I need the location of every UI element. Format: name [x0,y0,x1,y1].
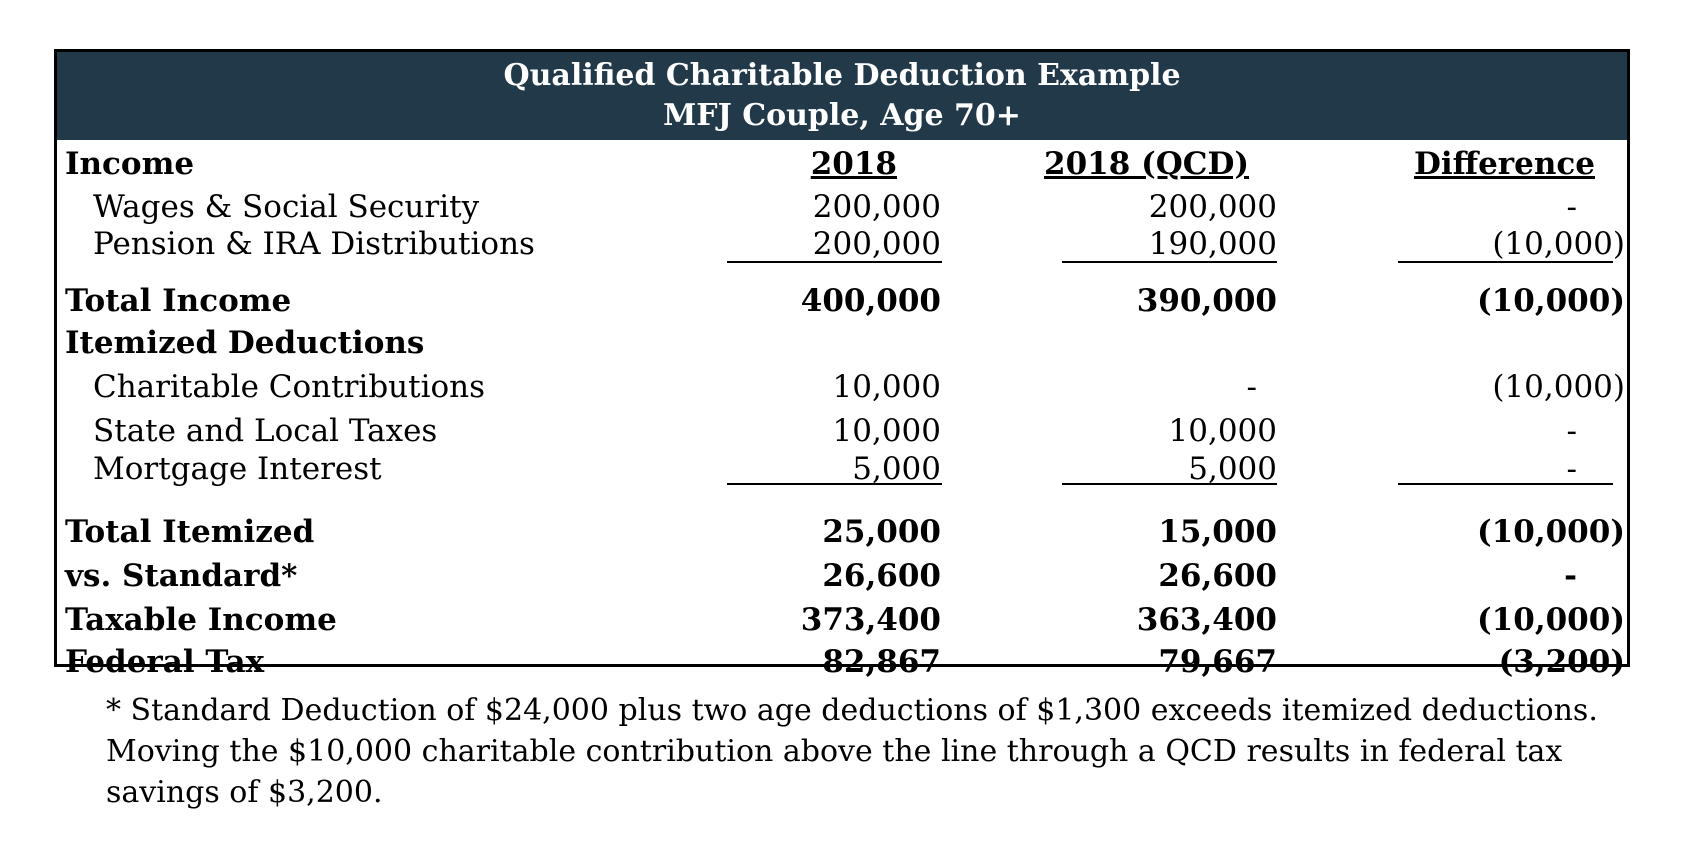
row-label: Total Itemized [65,514,315,550]
row-label: Taxable Income [65,602,337,638]
table-row: Federal Tax 82,867 79,667 (3,200) [57,642,1627,682]
subtotal-rule [1398,261,1613,263]
value-difference: - [1566,189,1577,225]
value-2018-qcd: 190,000 [1148,226,1277,262]
row-label: Wages & Social Security [93,189,480,225]
subtotal-rule [1062,261,1277,263]
value-2018: 10,000 [832,369,941,405]
value-2018-qcd: 10,000 [1168,413,1277,449]
value-difference: (10,000) [1492,369,1625,405]
table-row: Total Itemized 25,000 15,000 (10,000) [57,512,1627,552]
subtotal-rule [1062,483,1277,485]
income-heading: Income [65,146,195,182]
table-row: State and Local Taxes 10,000 10,000 - [57,411,1627,451]
value-difference: - [1566,451,1577,487]
value-2018: 5,000 [852,451,941,487]
value-2018: 400,000 [800,283,941,319]
table-row: Pension & IRA Distributions 200,000 190,00… [57,224,1627,264]
row-label: Federal Tax [65,644,265,680]
table-row: Itemized Deductions [57,323,1627,363]
value-2018-qcd: 26,600 [1158,558,1277,594]
subtotal-rule [727,483,942,485]
value-2018-qcd: - [1246,369,1257,405]
value-2018: 25,000 [822,514,941,550]
value-2018: 10,000 [832,413,941,449]
value-2018-qcd: 363,400 [1136,602,1277,638]
table-row: Taxable Income 373,400 363,400 (10,000) [57,600,1627,640]
column-header-row: Income 2018 2018 (QCD) Difference [57,144,1627,184]
table-title: Qualified Charitable Deduction Example [503,58,1181,93]
value-2018-qcd: 15,000 [1158,514,1277,550]
value-2018: 200,000 [812,189,941,225]
value-difference: - [1566,413,1577,449]
value-2018-qcd: 79,667 [1158,644,1277,680]
row-label: Total Income [65,283,292,319]
col-2018-header: 2018 [810,146,897,182]
row-label: Pension & IRA Distributions [93,226,535,262]
footnote: * Standard Deduction of $24,000 plus two… [106,693,1598,810]
row-label: Itemized Deductions [65,325,425,361]
value-2018: 200,000 [812,226,941,262]
value-difference: (10,000) [1477,514,1625,550]
table-row: Total Income 400,000 390,000 (10,000) [57,281,1627,321]
row-label: Charitable Contributions [93,369,486,405]
table-row: Mortgage Interest 5,000 5,000 - [57,449,1627,489]
subtotal-rule [727,261,942,263]
value-2018: 373,400 [800,602,941,638]
value-difference: - [1564,558,1577,594]
value-2018-qcd: 5,000 [1188,451,1277,487]
table-row: Charitable Contributions 10,000 - (10,000) [57,367,1627,407]
table-header: Qualified Charitable Deduction Example M… [57,52,1627,140]
table-subtitle: MFJ Couple, Age 70+ [663,98,1021,133]
subtotal-rule [1398,483,1613,485]
row-label: Mortgage Interest [93,451,382,487]
table-row: vs. Standard* 26,600 26,600 - [57,556,1627,596]
value-2018: 82,867 [822,644,941,680]
table-row: Wages & Social Security 200,000 200,000 - [57,187,1627,227]
value-2018-qcd: 390,000 [1136,283,1277,319]
value-difference: (10,000) [1492,226,1625,262]
col-difference-header: Difference [1413,146,1595,182]
row-label: State and Local Taxes [93,413,438,449]
value-difference: (3,200) [1498,644,1625,680]
row-label: vs. Standard* [65,558,298,594]
qcd-table: Qualified Charitable Deduction Example M… [54,49,1630,680]
value-2018: 26,600 [822,558,941,594]
value-difference: (10,000) [1477,602,1625,638]
col-qcd-header: 2018 (QCD) [1044,146,1249,182]
value-difference: (10,000) [1477,283,1625,319]
value-2018-qcd: 200,000 [1148,189,1277,225]
